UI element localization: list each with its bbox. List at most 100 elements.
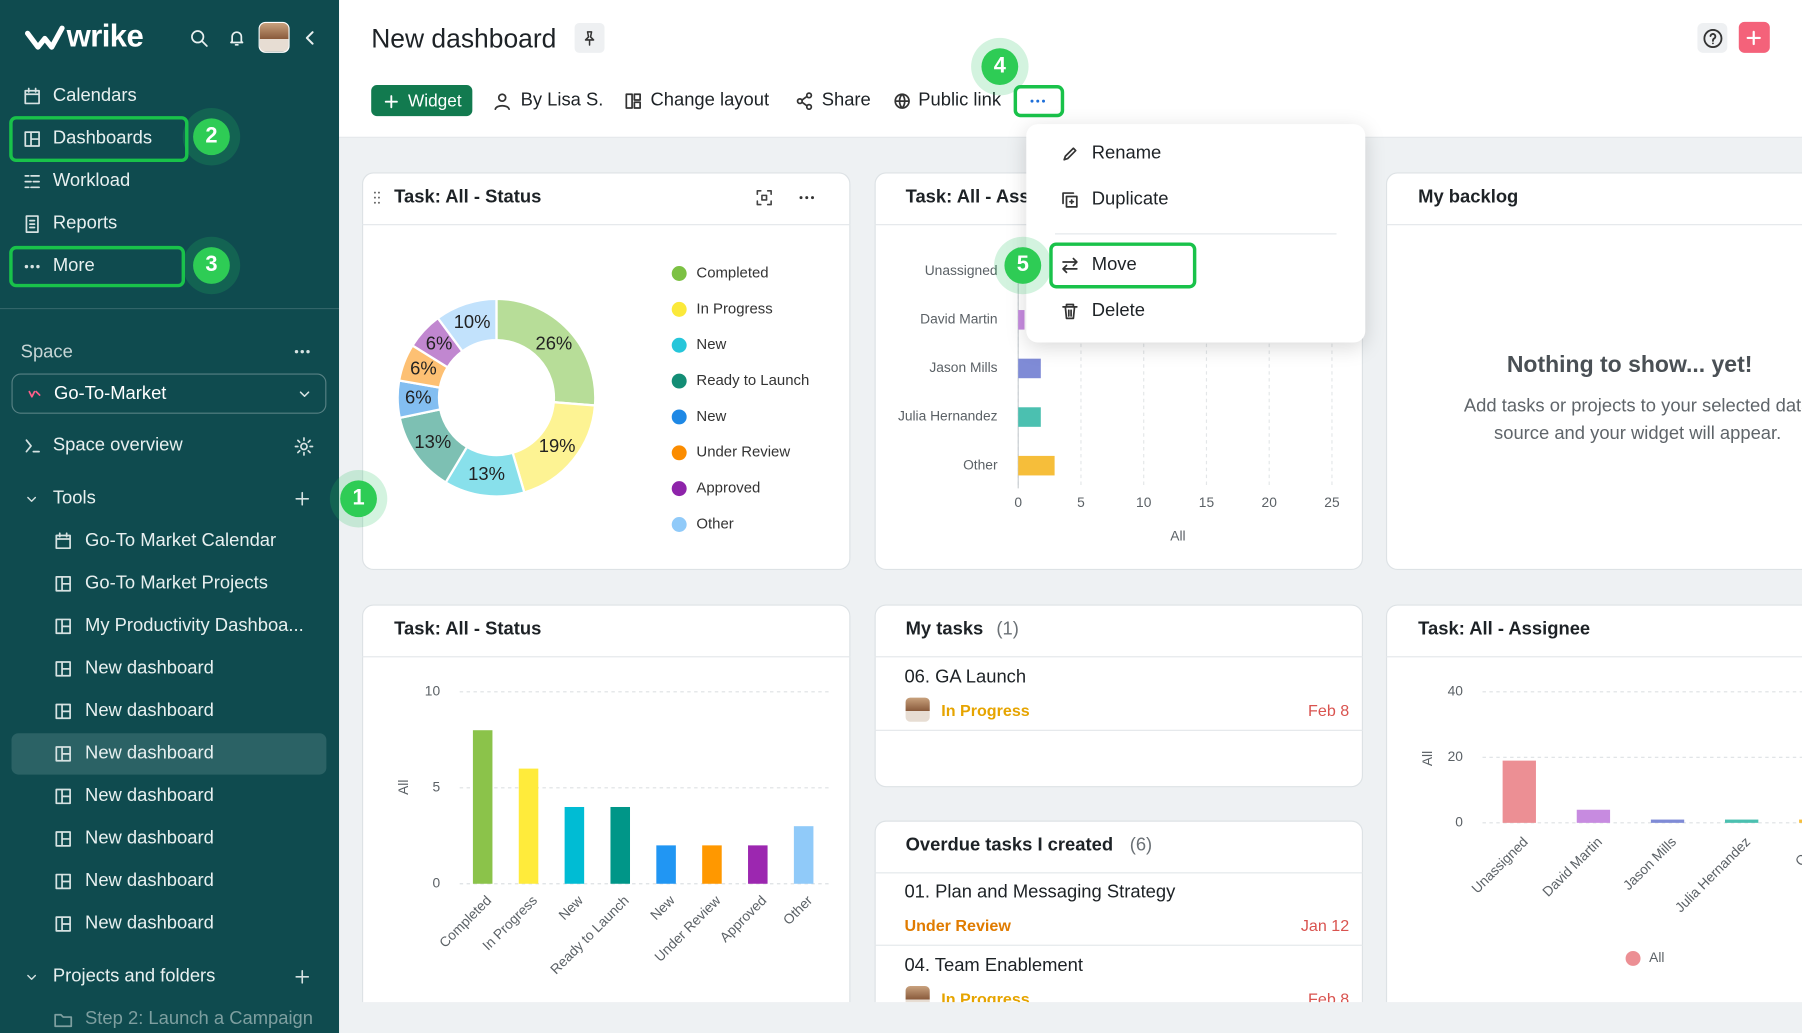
- section-label[interactable]: Projects and folders: [52, 966, 216, 987]
- row-divider: [874, 729, 1363, 731]
- notifications-icon[interactable]: [228, 29, 246, 47]
- item-icon: [55, 746, 71, 762]
- tool-item[interactable]: New dashboard: [85, 871, 214, 891]
- menu-icon-shape: [1063, 147, 1077, 161]
- widget-title: My tasks: [905, 619, 984, 639]
- toolbar-item[interactable]: Share: [821, 90, 871, 111]
- avatar[interactable]: [258, 21, 290, 53]
- pin-icon-shape: [584, 31, 595, 46]
- item-icon-shape: [55, 746, 71, 762]
- task-date: Feb 8: [1308, 989, 1350, 1003]
- pin-button[interactable]: [574, 22, 605, 53]
- folder-icon-shape: [54, 1013, 73, 1028]
- menu-icon: [1062, 192, 1078, 208]
- nav-item[interactable]: More: [52, 256, 95, 276]
- task-name[interactable]: 01. Plan and Messaging Strategy: [904, 882, 1176, 903]
- logo-mark-shape: [24, 25, 65, 50]
- item-icon: [55, 703, 71, 720]
- settings-icon-shape: [293, 436, 313, 456]
- add-icon[interactable]: [294, 969, 310, 985]
- fullscreen-icon-shape: [756, 189, 772, 206]
- item-icon-shape: [55, 788, 71, 805]
- nav-item[interactable]: Calendars: [52, 86, 137, 106]
- add-icon[interactable]: [294, 491, 310, 507]
- fullscreen-icon[interactable]: [755, 188, 773, 206]
- widget-count: (1): [996, 619, 1019, 639]
- dropdown-icon: [299, 391, 310, 397]
- widget-card: [1385, 604, 1802, 1003]
- widget-title: Overdue tasks I created: [905, 835, 1114, 856]
- item-icon-shape: [55, 703, 71, 720]
- nav-icon-shape: [25, 215, 39, 234]
- nav-icon: [24, 87, 40, 105]
- help-icon: [1702, 28, 1722, 48]
- widget-card: [362, 604, 851, 1003]
- menu-item[interactable]: Duplicate: [1091, 189, 1169, 210]
- nav-icon-shape: [24, 174, 40, 189]
- toolbar-item[interactable]: By Lisa S.: [520, 90, 604, 111]
- item-icon: [55, 831, 71, 847]
- tool-item[interactable]: New dashboard: [85, 658, 214, 679]
- expand-icon: [26, 974, 36, 980]
- nav-icon: [25, 215, 39, 234]
- toolbar-icon: [894, 93, 910, 109]
- task-name[interactable]: 04. Team Enablement: [904, 956, 1083, 976]
- card-divider: [362, 656, 851, 658]
- tool-item[interactable]: New dashboard: [85, 828, 214, 849]
- assignee-avatar: [905, 986, 930, 1003]
- drag-handle-shape: [373, 191, 380, 204]
- tool-item[interactable]: Go-To Market Projects: [85, 573, 268, 594]
- nav-icon: [24, 264, 40, 269]
- nav-item[interactable]: Space overview: [52, 435, 183, 456]
- menu-item[interactable]: Delete: [1091, 301, 1145, 321]
- section-label[interactable]: Tools: [52, 488, 96, 508]
- toolbar-icon-shape: [894, 93, 910, 109]
- space-name[interactable]: Go-To-Market: [54, 383, 167, 404]
- menu-item[interactable]: Rename: [1091, 143, 1162, 164]
- collapse-icon[interactable]: [301, 29, 319, 47]
- empty-title: Nothing to show... yet!: [1506, 352, 1753, 378]
- menu-icon: [1063, 147, 1077, 161]
- logo: wrike: [66, 18, 144, 54]
- toolbar-icon: [625, 93, 641, 109]
- widget-title: Task: All - Status: [394, 619, 542, 639]
- search-icon[interactable]: [190, 29, 208, 47]
- widget-title: Task: All - Assignee: [1418, 619, 1591, 639]
- space-icon-shape: [28, 390, 41, 398]
- toolbar-item[interactable]: Change layout: [650, 90, 770, 111]
- highlight-outline: [9, 245, 186, 288]
- settings-icon[interactable]: [293, 436, 314, 456]
- tool-item[interactable]: New dashboard: [85, 701, 214, 721]
- card-divider: [1385, 224, 1802, 226]
- tool-item[interactable]: New dashboard: [85, 743, 214, 764]
- tool-item[interactable]: New dashboard: [85, 913, 214, 934]
- nav-item[interactable]: Dashboards: [52, 128, 153, 149]
- create-icon-shape: [1746, 30, 1761, 46]
- tool-item[interactable]: Go-To Market Calendar: [85, 530, 277, 551]
- drag-handle: [373, 191, 380, 204]
- item-icon: [55, 661, 71, 677]
- button-label[interactable]: Widget: [407, 91, 462, 111]
- highlight-outline: [9, 116, 189, 163]
- overview-icon-shape: [25, 439, 40, 453]
- folder-icon: [54, 1013, 73, 1028]
- page-title: New dashboard: [371, 23, 557, 54]
- widget-card: [1385, 172, 1802, 571]
- toolbar-icon: [796, 92, 813, 111]
- overview-icon: [25, 439, 40, 453]
- row-divider: [874, 944, 1363, 946]
- tool-item[interactable]: My Productivity Dashboa...: [85, 615, 304, 636]
- space-selector[interactable]: [11, 373, 327, 414]
- widget-card: [874, 604, 1363, 788]
- project-item[interactable]: Step 2: Launch a Campaign: [85, 1009, 314, 1029]
- nav-item[interactable]: Reports: [52, 213, 118, 234]
- tool-item[interactable]: New dashboard: [85, 786, 214, 806]
- toolbar-item[interactable]: Public link: [918, 90, 1002, 111]
- space-menu-icon[interactable]: [293, 342, 311, 360]
- item-icon: [55, 873, 71, 890]
- task-name[interactable]: 06. GA Launch: [904, 667, 1027, 688]
- widget-menu-icon[interactable]: [798, 188, 816, 206]
- nav-item[interactable]: Workload: [52, 171, 131, 191]
- search-icon-shape: [191, 30, 208, 47]
- create-icon: [1746, 30, 1761, 46]
